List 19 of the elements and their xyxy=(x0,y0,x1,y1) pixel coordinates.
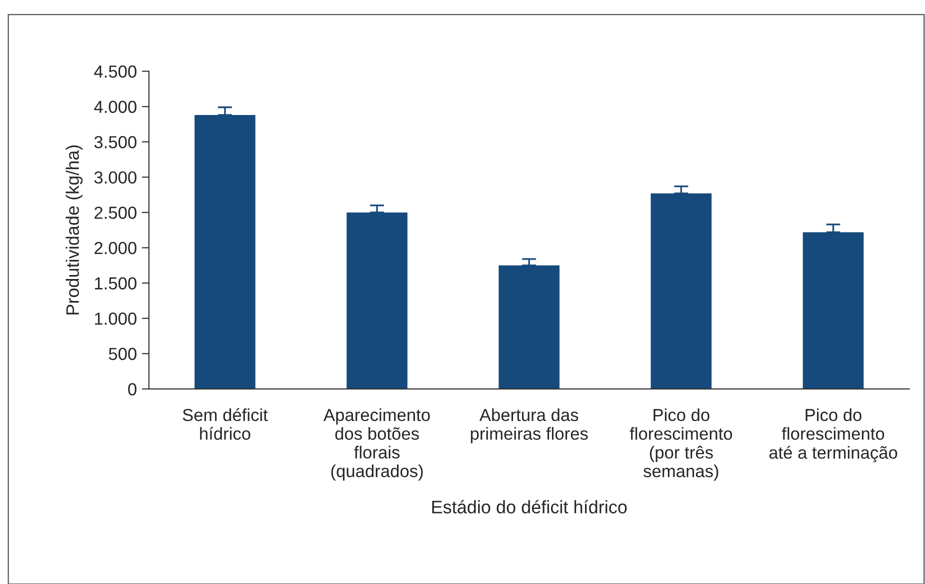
x-tick-label: Pico do florescimento até a terminação xyxy=(769,408,898,462)
y-tick-label: 4.500 xyxy=(94,65,136,78)
y-tick-label: 4.000 xyxy=(94,100,136,114)
x-tick-label: Pico do florescimento (por três semanas) xyxy=(630,408,732,481)
x-tick-label: Abertura das primeiras flores xyxy=(470,408,588,444)
y-tick-label: 0 xyxy=(128,383,136,396)
y-tick-label: 3.500 xyxy=(94,136,136,148)
y-tick-label: 2.000 xyxy=(94,242,136,254)
y-tick-label: 500 xyxy=(108,348,136,360)
bar xyxy=(346,212,408,389)
bar xyxy=(194,115,256,389)
y-tick-label: 1.500 xyxy=(95,277,136,290)
y-tick-label: 1.000 xyxy=(95,312,136,325)
x-tick-label: Sem déficit hídrico xyxy=(182,408,268,440)
x-tick-label: Aparecimento dos botões florais (quadrados) xyxy=(324,408,430,481)
y-tick-label: 3.000 xyxy=(94,171,136,184)
y-tick-label: 2.500 xyxy=(94,206,136,219)
x-axis-title: Estádio do déficit hídrico xyxy=(432,500,627,514)
y-axis-title: Produtividade (kg/ha) xyxy=(66,145,83,314)
